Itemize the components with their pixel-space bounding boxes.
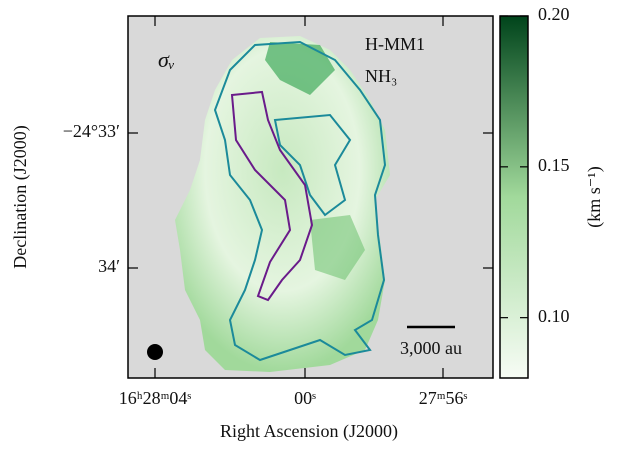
x-tick-label: 16ʰ28ᵐ04ˢ	[119, 388, 192, 408]
x-tick-label: 00ˢ	[294, 388, 316, 408]
y-axis-label: Declination (J2000)	[10, 125, 31, 268]
y-tick-label: 34′	[98, 256, 120, 276]
contour	[273, 113, 352, 217]
colorbar	[499, 15, 529, 379]
contour	[230, 90, 314, 302]
emission-map	[175, 36, 390, 372]
colorbar-tick-label: 0.10	[538, 306, 570, 326]
y-tick-label: −24°33′	[63, 121, 120, 141]
frame-ticks	[128, 16, 493, 378]
x-tick-label: 27ᵐ56ˢ	[419, 388, 468, 408]
x-axis-label: Right Ascension (J2000)	[220, 421, 398, 442]
contour	[213, 40, 387, 362]
quantity-label: σᵥ	[158, 47, 175, 72]
beam	[147, 344, 163, 360]
source-label: H-MM1	[365, 34, 425, 54]
molecule-label: NH₃	[365, 66, 397, 86]
colorbar-tick-label: 0.20	[538, 4, 570, 24]
frame	[127, 15, 494, 379]
colorbar-label: (km s⁻¹)	[584, 166, 605, 227]
emission-peak	[265, 42, 335, 95]
scale-bar-label: 3,000 au	[400, 338, 462, 358]
colorbar-tick-label: 0.15	[538, 155, 570, 175]
emission-peak	[310, 215, 365, 280]
